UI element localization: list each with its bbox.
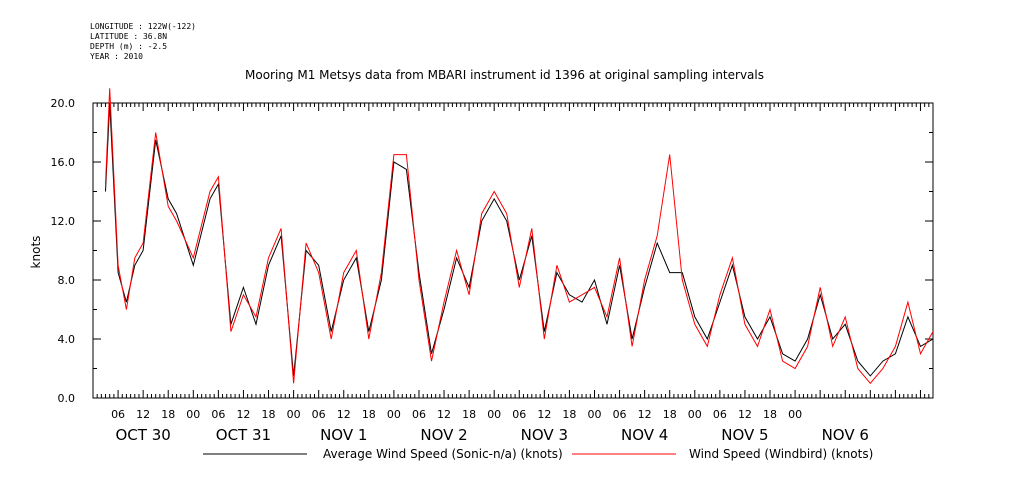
x-hour-label: 18 bbox=[262, 408, 276, 421]
legend: Average Wind Speed (Sonic-n/a) (knots) W… bbox=[203, 447, 873, 461]
x-day-label: OCT 31 bbox=[216, 426, 271, 444]
y-tick-label: 0.0 bbox=[58, 392, 76, 405]
x-hour-label: 18 bbox=[663, 408, 677, 421]
x-hour-label: 06 bbox=[312, 408, 326, 421]
x-day-label: NOV 5 bbox=[721, 426, 768, 444]
x-hour-label: 18 bbox=[362, 408, 376, 421]
x-hour-label: 06 bbox=[412, 408, 426, 421]
x-day-label: NOV 4 bbox=[621, 426, 668, 444]
y-tick-label: 16.0 bbox=[51, 156, 76, 169]
x-hour-label: 12 bbox=[437, 408, 451, 421]
x-hour-label: 12 bbox=[236, 408, 250, 421]
meta-latitude: LATITUDE : 36.8N bbox=[90, 32, 168, 41]
x-hour-label: 18 bbox=[161, 408, 175, 421]
x-hour-label: 00 bbox=[587, 408, 601, 421]
x-hour-label: 00 bbox=[487, 408, 501, 421]
legend-label-windbird: Wind Speed (Windbird) (knots) bbox=[689, 447, 873, 461]
x-day-label: NOV 3 bbox=[521, 426, 568, 444]
x-hour-label: 00 bbox=[788, 408, 802, 421]
y-tick-label: 20.0 bbox=[51, 97, 76, 110]
x-day-label: OCT 30 bbox=[115, 426, 170, 444]
y-tick-label: 12.0 bbox=[51, 215, 76, 228]
x-hour-label: 06 bbox=[512, 408, 526, 421]
meta-depth: DEPTH (m) : -2.5 bbox=[90, 42, 168, 51]
meta-longitude: LONGITUDE : 122W(-122) bbox=[90, 22, 196, 31]
y-axis-label: knots bbox=[29, 236, 43, 269]
x-hour-label: 00 bbox=[387, 408, 401, 421]
series-line-sonic bbox=[105, 102, 934, 377]
x-hour-label: 00 bbox=[186, 408, 200, 421]
y-axis: 0.0 4.0 8.0 12.0 16.0 20.0 bbox=[51, 97, 933, 405]
x-day-label: NOV 1 bbox=[320, 426, 367, 444]
x-hour-label: 06 bbox=[713, 408, 727, 421]
y-tick-label: 4.0 bbox=[58, 333, 76, 346]
meta-year: YEAR : 2010 bbox=[90, 52, 143, 61]
metadata-block: LONGITUDE : 122W(-122) LATITUDE : 36.8N … bbox=[90, 22, 196, 62]
x-hour-label: 00 bbox=[287, 408, 301, 421]
x-hour-label: 12 bbox=[337, 408, 351, 421]
x-hour-label: 12 bbox=[537, 408, 551, 421]
x-hour-label: 18 bbox=[462, 408, 476, 421]
x-day-label: NOV 6 bbox=[822, 426, 869, 444]
x-axis: 06 12 18 00 06 12 18 00 06 12 18 00 06 12 18 00 06 12 18 00… bbox=[92, 103, 934, 444]
chart-title: Mooring M1 Metsys data from MBARI instru… bbox=[245, 68, 764, 82]
x-hour-label: 18 bbox=[562, 408, 576, 421]
series-lines bbox=[105, 88, 934, 385]
x-hour-label: 06 bbox=[211, 408, 225, 421]
x-hour-label: 00 bbox=[688, 408, 702, 421]
y-tick-label: 8.0 bbox=[58, 274, 76, 287]
x-hour-label: 12 bbox=[638, 408, 652, 421]
x-hour-label: 12 bbox=[738, 408, 752, 421]
series-line-windbird bbox=[105, 88, 934, 385]
x-hour-label: 06 bbox=[613, 408, 627, 421]
legend-label-sonic: Average Wind Speed (Sonic-n/a) (knots) bbox=[323, 447, 563, 461]
x-hour-label: 06 bbox=[111, 408, 125, 421]
x-hour-label: 18 bbox=[763, 408, 777, 421]
x-hour-label: 12 bbox=[136, 408, 150, 421]
x-day-label: NOV 2 bbox=[420, 426, 467, 444]
